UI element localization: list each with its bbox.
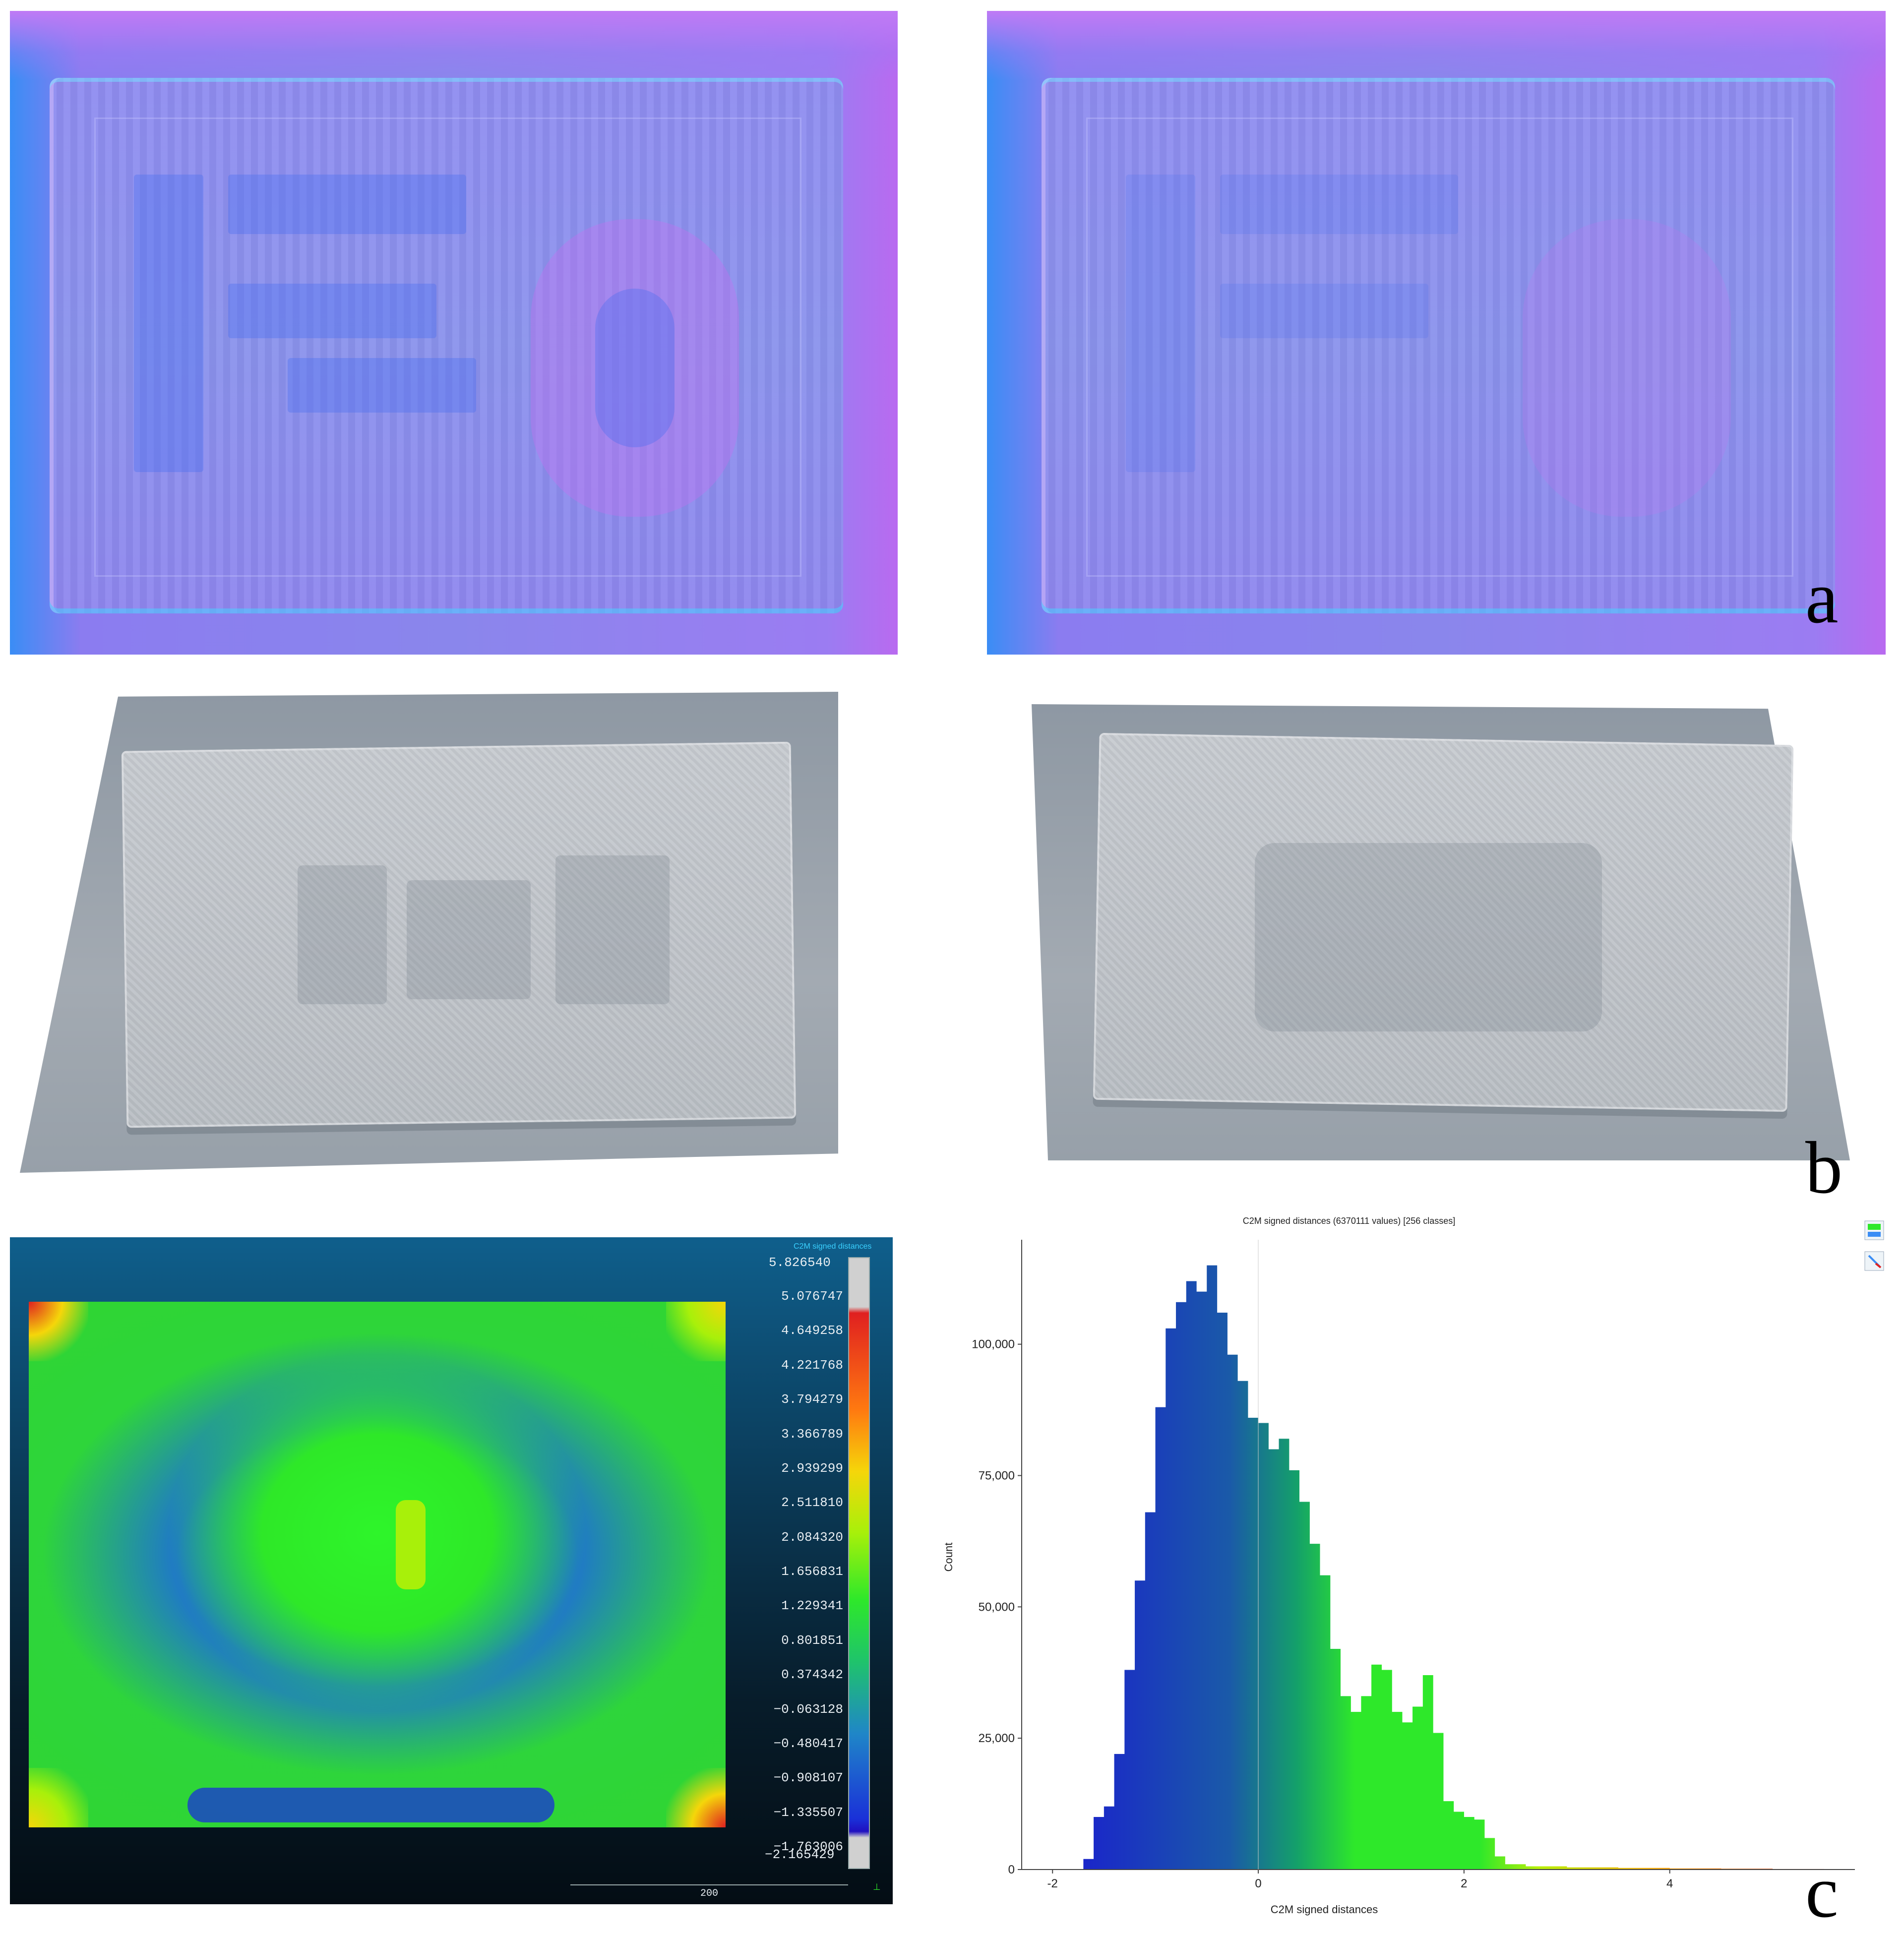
histogram-bar <box>1330 1649 1341 1870</box>
histogram-bar <box>1268 1449 1279 1870</box>
scale-tick-label: 1.229341 <box>781 1598 843 1614</box>
scale-tick-label: 4.649258 <box>781 1323 843 1338</box>
scale-tick-label: 0.801851 <box>781 1632 843 1648</box>
mesh-right <box>1032 704 1850 1160</box>
y-tick-label: 0 <box>1008 1863 1015 1876</box>
heatmap-title: C2M signed distances <box>794 1242 872 1251</box>
histogram-chart: 0 25,000 50,000 75,000 100,000 -2 0 2 4 C2M sign… <box>942 1216 1884 1916</box>
histogram-bar <box>1166 1328 1176 1870</box>
heatmap-image <box>29 1302 726 1827</box>
histogram-bar <box>1361 1696 1372 1870</box>
histogram-bar <box>1413 1706 1423 1870</box>
histogram-bar <box>1392 1712 1403 1870</box>
histogram-bar <box>1443 1801 1454 1870</box>
histogram-bar <box>1176 1302 1186 1870</box>
scale-tick-label: 3.366789 <box>781 1426 843 1442</box>
histogram-bar <box>1371 1664 1382 1870</box>
x-tick-label: -2 <box>1047 1877 1058 1890</box>
color-scale-ticks: 5.076747 4.649258 4.221768 3.794279 3.366789… <box>773 1289 843 1854</box>
scale-tick-label: −0.908107 <box>773 1770 843 1786</box>
histogram-bar <box>1248 1417 1259 1870</box>
histogram-bar <box>1083 1859 1094 1870</box>
scale-bar-line <box>570 1884 848 1885</box>
histogram-bar <box>1495 1856 1505 1870</box>
scale-min-label: −2.165429 <box>765 1847 835 1862</box>
y-tick-label: 50,000 <box>979 1600 1015 1614</box>
histogram-bar <box>1155 1407 1166 1870</box>
histogram-bar <box>1207 1265 1218 1870</box>
histogram-bar <box>1422 1675 1433 1870</box>
histogram-bar <box>1258 1423 1269 1870</box>
scale-tick-label: 2.511810 <box>781 1495 843 1510</box>
scale-tick-label: 1.656831 <box>781 1564 843 1579</box>
histogram-bar <box>1351 1712 1361 1870</box>
x-tick-label: 4 <box>1666 1877 1673 1890</box>
panel-label-a: a <box>1805 556 1839 639</box>
y-axis-label: Count <box>942 1543 955 1572</box>
histogram-bar <box>1567 1867 1618 1870</box>
x-tick-label: 0 <box>1255 1877 1261 1890</box>
scale-tick-label: 2.939299 <box>781 1460 843 1476</box>
histogram-bar <box>1526 1866 1567 1870</box>
histogram-bar <box>1094 1817 1104 1870</box>
scale-tick-label: −1.335507 <box>773 1805 843 1820</box>
histogram-bar <box>1669 1868 1721 1870</box>
histogram-title: C2M signed distances (6370111 values) [2… <box>1243 1216 1456 1226</box>
histogram-bar <box>1433 1733 1444 1870</box>
histogram-bar <box>1505 1864 1526 1870</box>
panel-label-b: b <box>1805 1127 1843 1209</box>
histogram-bar <box>1618 1868 1670 1870</box>
histogram-bar <box>1186 1281 1197 1870</box>
x-axis-label: C2M signed distances <box>1271 1903 1378 1916</box>
histogram-bar <box>1237 1381 1248 1870</box>
scale-tick-label: 0.374342 <box>781 1667 843 1683</box>
histogram-bar <box>1114 1753 1125 1870</box>
histogram-bar <box>1289 1470 1299 1870</box>
histogram-bar <box>1299 1502 1310 1870</box>
histogram-bar <box>1309 1544 1320 1870</box>
histogram-bar <box>1454 1812 1464 1870</box>
histogram-bar <box>1464 1817 1474 1870</box>
normal-map-left <box>10 11 898 655</box>
scale-tick-label: −0.063128 <box>773 1701 843 1717</box>
histogram-bar <box>1320 1575 1331 1870</box>
panel-label-c: c <box>1805 1851 1839 1933</box>
scale-tick-label: −1.763006 <box>773 1839 843 1854</box>
histogram-export-icon[interactable] <box>1864 1220 1884 1240</box>
histogram-bar <box>1381 1670 1392 1870</box>
histogram-bar <box>1196 1291 1207 1870</box>
scale-max-label: 5.826540 <box>769 1255 831 1270</box>
scale-tick-label: 5.076747 <box>781 1289 843 1304</box>
y-tick-label: 75,000 <box>979 1469 1015 1483</box>
histogram-bar <box>1217 1313 1228 1870</box>
x-tick-label: 2 <box>1461 1877 1467 1890</box>
histogram-axes: 0 25,000 50,000 75,000 100,000 -2 0 2 4 <box>972 1240 1855 1890</box>
histogram-bar <box>1104 1806 1114 1870</box>
histogram-bar <box>1145 1512 1156 1870</box>
axis-triad-icon: ⊥ <box>873 1882 881 1892</box>
histogram-bar <box>1135 1580 1145 1870</box>
normal-map-right <box>987 11 1886 655</box>
histogram-bar <box>1474 1819 1485 1870</box>
color-scale-bar <box>848 1257 870 1869</box>
scale-tick-label: −0.480417 <box>773 1736 843 1751</box>
y-tick-label: 100,000 <box>972 1338 1015 1351</box>
scale-tick-label: 4.221768 <box>781 1357 843 1373</box>
histogram-bar <box>1124 1670 1135 1870</box>
heatmap-panel: C2M signed distances 5.826540 5.076747 4.… <box>10 1237 893 1904</box>
scale-bar-label: 200 <box>700 1888 719 1899</box>
mesh-left <box>20 692 838 1173</box>
histogram-bar <box>1484 1838 1495 1870</box>
histogram-bar <box>1340 1696 1351 1870</box>
histogram-bar <box>1279 1439 1290 1870</box>
histogram-bar <box>1402 1722 1413 1870</box>
scale-tick-label: 3.794279 <box>781 1392 843 1407</box>
y-tick-label: 25,000 <box>979 1732 1015 1745</box>
histogram-bar <box>1227 1354 1238 1870</box>
scale-tick-label: 2.084320 <box>781 1529 843 1545</box>
histogram-bars <box>1083 1265 1835 1870</box>
